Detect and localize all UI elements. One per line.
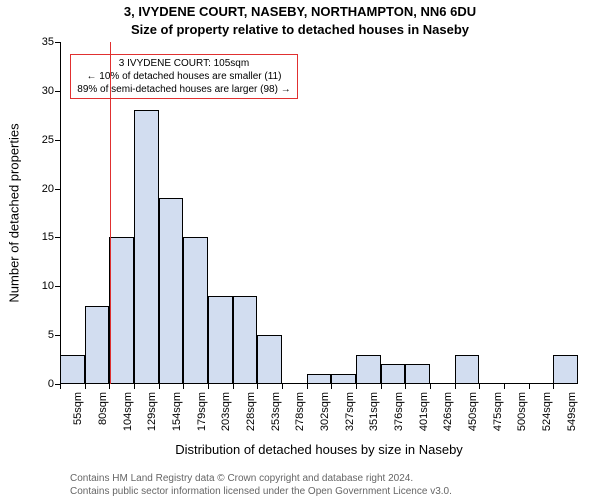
histogram-bar — [183, 237, 208, 384]
x-tick-label: 253sqm — [270, 392, 282, 432]
x-tick — [356, 384, 357, 389]
y-tick — [55, 42, 60, 43]
x-tick-label: 278sqm — [294, 392, 306, 432]
x-tick-label: 154sqm — [171, 392, 183, 432]
y-tick-label: 5 — [34, 329, 54, 341]
x-tick-label: 524sqm — [541, 392, 553, 432]
histogram-bar — [356, 355, 381, 384]
histogram-bar — [553, 355, 578, 384]
x-tick-label: 302sqm — [319, 392, 331, 432]
x-tick-label: 401sqm — [418, 392, 430, 432]
y-tick — [55, 91, 60, 92]
info-box: 3 IVYDENE COURT: 105sqm ← 10% of detache… — [70, 54, 298, 99]
y-tick — [55, 335, 60, 336]
x-tick-label: 426sqm — [442, 392, 454, 432]
marker-line — [110, 42, 111, 384]
info-line-1: 3 IVYDENE COURT: 105sqm — [75, 57, 293, 70]
x-tick-label: 376sqm — [393, 392, 405, 432]
x-tick — [529, 384, 530, 389]
x-axis-label: Distribution of detached houses by size … — [60, 442, 578, 457]
x-tick-label: 450sqm — [467, 392, 479, 432]
histogram-bar — [405, 364, 430, 384]
footer-line-2: Contains public sector information licen… — [70, 485, 452, 498]
chart-title-sub: Size of property relative to detached ho… — [0, 22, 600, 37]
histogram-bar — [159, 198, 184, 384]
x-tick — [331, 384, 332, 389]
x-tick — [134, 384, 135, 389]
y-tick-label: 0 — [34, 378, 54, 390]
x-tick — [183, 384, 184, 389]
x-tick — [504, 384, 505, 389]
y-tick — [55, 189, 60, 190]
x-tick-label: 80sqm — [97, 392, 109, 432]
x-tick-label: 179sqm — [196, 392, 208, 432]
histogram-bar — [331, 374, 356, 384]
y-tick-label: 35 — [34, 36, 54, 48]
x-tick-label: 129sqm — [146, 392, 158, 432]
x-tick-label: 104sqm — [122, 392, 134, 432]
x-tick — [405, 384, 406, 389]
x-tick — [85, 384, 86, 389]
x-tick — [381, 384, 382, 389]
x-tick-label: 500sqm — [516, 392, 528, 432]
x-tick — [257, 384, 258, 389]
histogram-bar — [60, 355, 85, 384]
y-tick-label: 20 — [34, 183, 54, 195]
y-tick — [55, 286, 60, 287]
y-axis-label: Number of detached properties — [7, 123, 22, 302]
y-tick-label: 25 — [34, 134, 54, 146]
x-tick — [60, 384, 61, 389]
x-tick — [109, 384, 110, 389]
y-tick — [55, 140, 60, 141]
y-tick-label: 10 — [34, 280, 54, 292]
footer-text: Contains HM Land Registry data © Crown c… — [70, 472, 452, 498]
histogram-bar — [85, 306, 110, 384]
x-tick-label: 351sqm — [368, 392, 380, 432]
x-tick-label: 549sqm — [566, 392, 578, 432]
histogram-bar — [455, 355, 480, 384]
histogram-bar — [307, 374, 332, 384]
histogram-bar — [109, 237, 134, 384]
histogram-bar — [381, 364, 406, 384]
x-tick — [553, 384, 554, 389]
info-line-2: ← 10% of detached houses are smaller (11… — [75, 70, 293, 83]
x-tick — [430, 384, 431, 389]
x-tick-label: 55sqm — [72, 392, 84, 432]
x-tick — [208, 384, 209, 389]
histogram-bar — [208, 296, 233, 384]
y-tick — [55, 237, 60, 238]
footer-line-1: Contains HM Land Registry data © Crown c… — [70, 472, 452, 485]
chart-title-main: 3, IVYDENE COURT, NASEBY, NORTHAMPTON, N… — [0, 4, 600, 19]
x-tick — [455, 384, 456, 389]
histogram-bar — [233, 296, 258, 384]
x-tick — [282, 384, 283, 389]
x-tick — [307, 384, 308, 389]
histogram-bar — [257, 335, 282, 384]
x-tick — [233, 384, 234, 389]
x-tick-label: 203sqm — [220, 392, 232, 432]
x-tick-label: 228sqm — [245, 392, 257, 432]
x-tick-label: 475sqm — [492, 392, 504, 432]
x-tick — [159, 384, 160, 389]
x-tick-label: 327sqm — [344, 392, 356, 432]
info-line-3: 89% of semi-detached houses are larger (… — [75, 83, 293, 96]
x-tick — [479, 384, 480, 389]
y-tick-label: 30 — [34, 85, 54, 97]
chart-container: 3, IVYDENE COURT, NASEBY, NORTHAMPTON, N… — [0, 0, 600, 500]
histogram-bar — [134, 110, 159, 384]
y-tick-label: 15 — [34, 231, 54, 243]
